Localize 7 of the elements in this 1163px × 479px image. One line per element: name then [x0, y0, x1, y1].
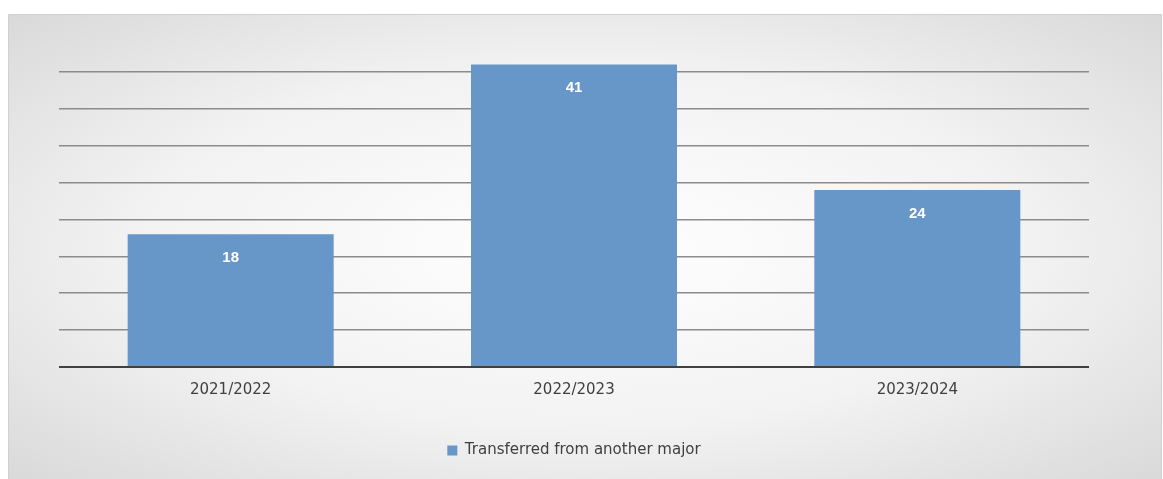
x-tick-label: 2022/2023	[533, 379, 615, 398]
data-label: 41	[565, 78, 583, 96]
legend-label: Transferred from another major	[463, 440, 702, 459]
x-tick-label: 2021/2022	[189, 379, 272, 398]
data-label: 24	[908, 203, 927, 221]
data-label: 18	[222, 247, 240, 265]
x-tick-label: 2023/2024	[876, 379, 959, 398]
